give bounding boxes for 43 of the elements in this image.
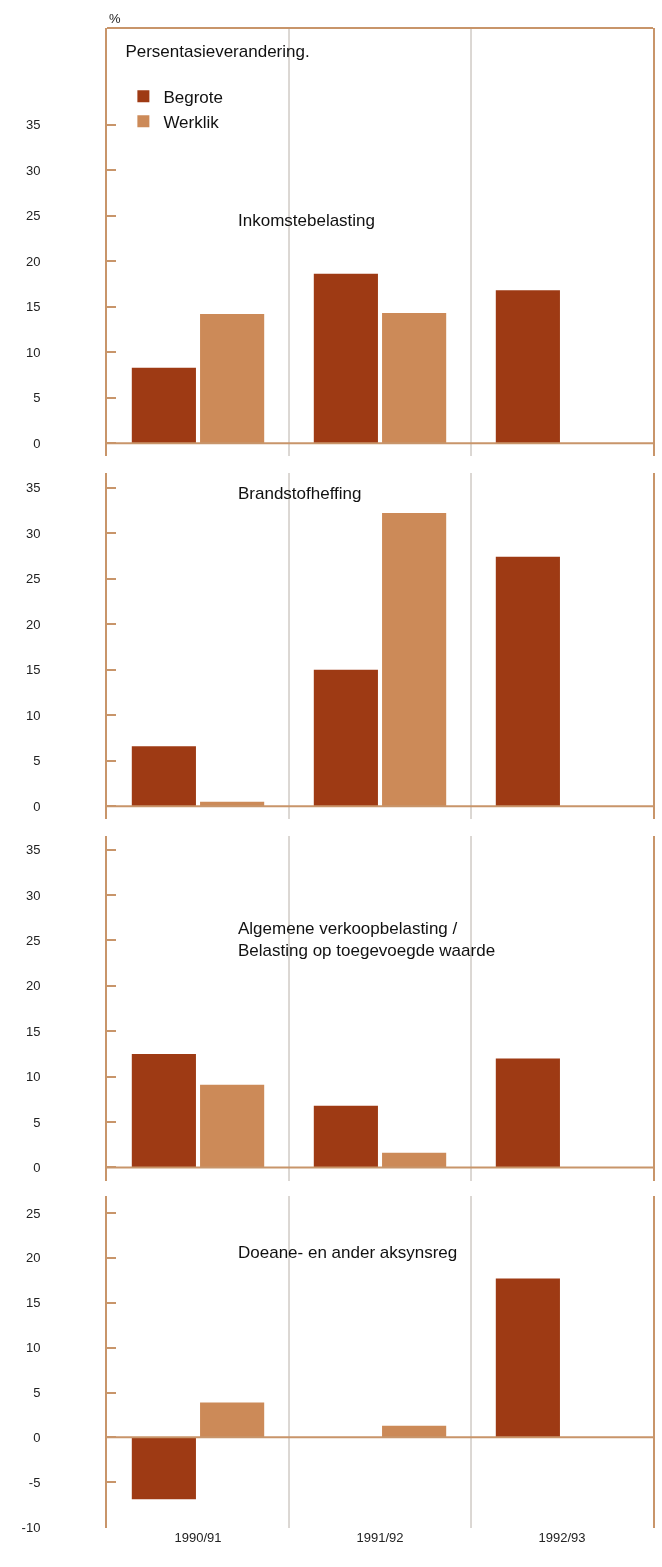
y-tick-label: 0 [33, 798, 41, 814]
y-tick-label: 30 [25, 525, 41, 541]
y-tick-label: 35 [25, 480, 41, 496]
y-tick-label: -10 [21, 1519, 41, 1535]
text: Algemene verkoopbelasting / Belasting op toegevoegde waarde [238, 919, 496, 961]
y-tick-label: 15 [25, 1023, 41, 1039]
y-tick-label: 25 [25, 1205, 41, 1221]
y-tick-label: 25 [25, 932, 41, 948]
text: Inkomstebelasting [238, 211, 376, 230]
y-tick-label: 30 [25, 162, 41, 178]
y-tick-label: 15 [25, 662, 41, 678]
y-tick-label: 35 [25, 842, 41, 858]
y-tick-label: 5 [33, 1114, 41, 1130]
y-tick-label: 5 [33, 1385, 41, 1401]
y-tick-label: 15 [25, 1295, 41, 1311]
y-tick-label: 20 [25, 253, 41, 269]
legend-title: Persentasieverandering. [125, 41, 310, 61]
y-tick-label: 25 [25, 208, 41, 224]
x-tick-label: 1990/91 [174, 1530, 222, 1545]
y-axis-title: % [109, 11, 121, 26]
y-tick-label: 5 [33, 753, 41, 769]
text: Brandstofheffing [238, 484, 362, 503]
y-tick-label: 20 [25, 1250, 41, 1266]
y-tick-label: 10 [25, 707, 41, 723]
y-tick-label: 20 [25, 616, 41, 632]
legend-label: Begrote [163, 87, 223, 107]
y-tick-label: 25 [25, 571, 41, 587]
y-tick-label: 10 [25, 1340, 41, 1356]
y-tick-label: 35 [25, 117, 41, 133]
y-tick-label: 10 [25, 1069, 41, 1085]
y-tick-label: 30 [25, 887, 41, 903]
y-tick-label: 0 [33, 1159, 41, 1175]
y-tick-label: 15 [25, 299, 41, 315]
y-tick-label: 10 [25, 344, 41, 360]
x-tick-label: 1992/93 [538, 1530, 586, 1545]
y-tick-label: 0 [33, 435, 41, 451]
y-tick-label: 5 [33, 390, 41, 406]
text: Doeane- en ander aksynsreg [238, 1243, 458, 1262]
y-tick-label: -5 [28, 1474, 41, 1490]
legend-label: Werklik [163, 112, 220, 132]
x-tick-label: 1991/92 [356, 1530, 404, 1545]
y-tick-label: 0 [33, 1429, 41, 1445]
y-tick-label: 20 [25, 978, 41, 994]
